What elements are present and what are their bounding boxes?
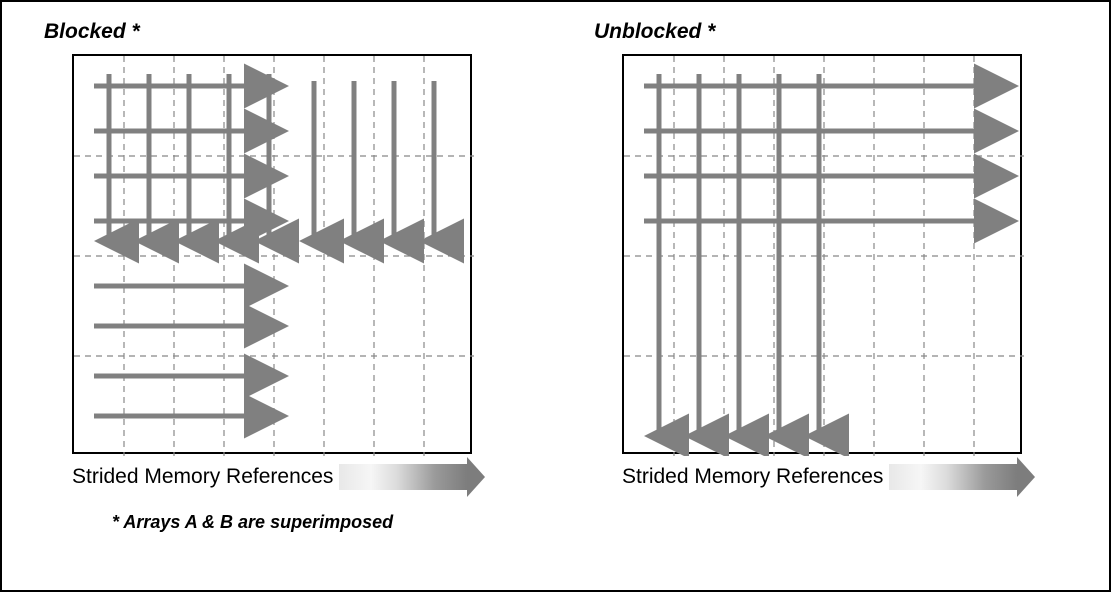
arrows-blocked [94,74,434,416]
plot-blocked [72,54,472,454]
plot-unblocked [622,54,1022,454]
caption-blocked: Strided Memory References [72,465,333,489]
plot-svg-blocked [74,56,474,456]
ribbon-arrow-unblocked [889,464,1017,490]
figure-frame: Blocked * [0,0,1111,592]
caption-unblocked: Strided Memory References [622,465,883,489]
ribbon-arrow-blocked [339,464,467,490]
grid-unblocked [624,56,1024,456]
panel-title-blocked: Blocked * [44,20,512,44]
grid-blocked [74,56,474,456]
panels-row: Blocked * [32,20,1079,490]
caption-row-blocked: Strided Memory References [72,464,512,490]
panel-title-unblocked: Unblocked * [594,20,1062,44]
plot-svg-unblocked [624,56,1024,456]
panel-blocked: Blocked * [32,20,512,490]
panel-unblocked: Unblocked * [582,20,1062,490]
caption-row-unblocked: Strided Memory References [622,464,1062,490]
footnote: * Arrays A & B are superimposed [112,512,1079,533]
